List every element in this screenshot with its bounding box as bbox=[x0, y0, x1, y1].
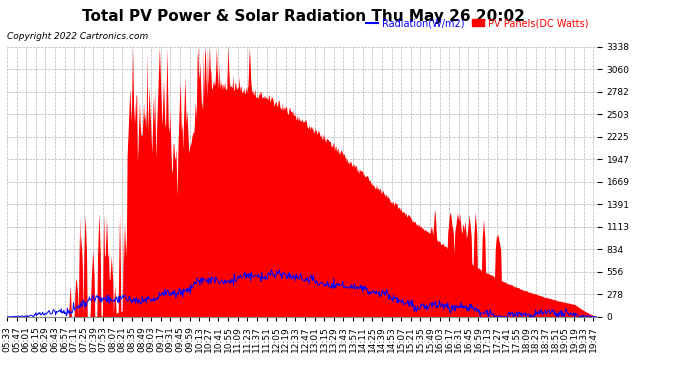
Legend: Radiation(W/m2), PV Panels(DC Watts): Radiation(W/m2), PV Panels(DC Watts) bbox=[362, 14, 592, 32]
Text: Total PV Power & Solar Radiation Thu May 26 20:02: Total PV Power & Solar Radiation Thu May… bbox=[82, 9, 525, 24]
Text: Copyright 2022 Cartronics.com: Copyright 2022 Cartronics.com bbox=[7, 32, 148, 41]
